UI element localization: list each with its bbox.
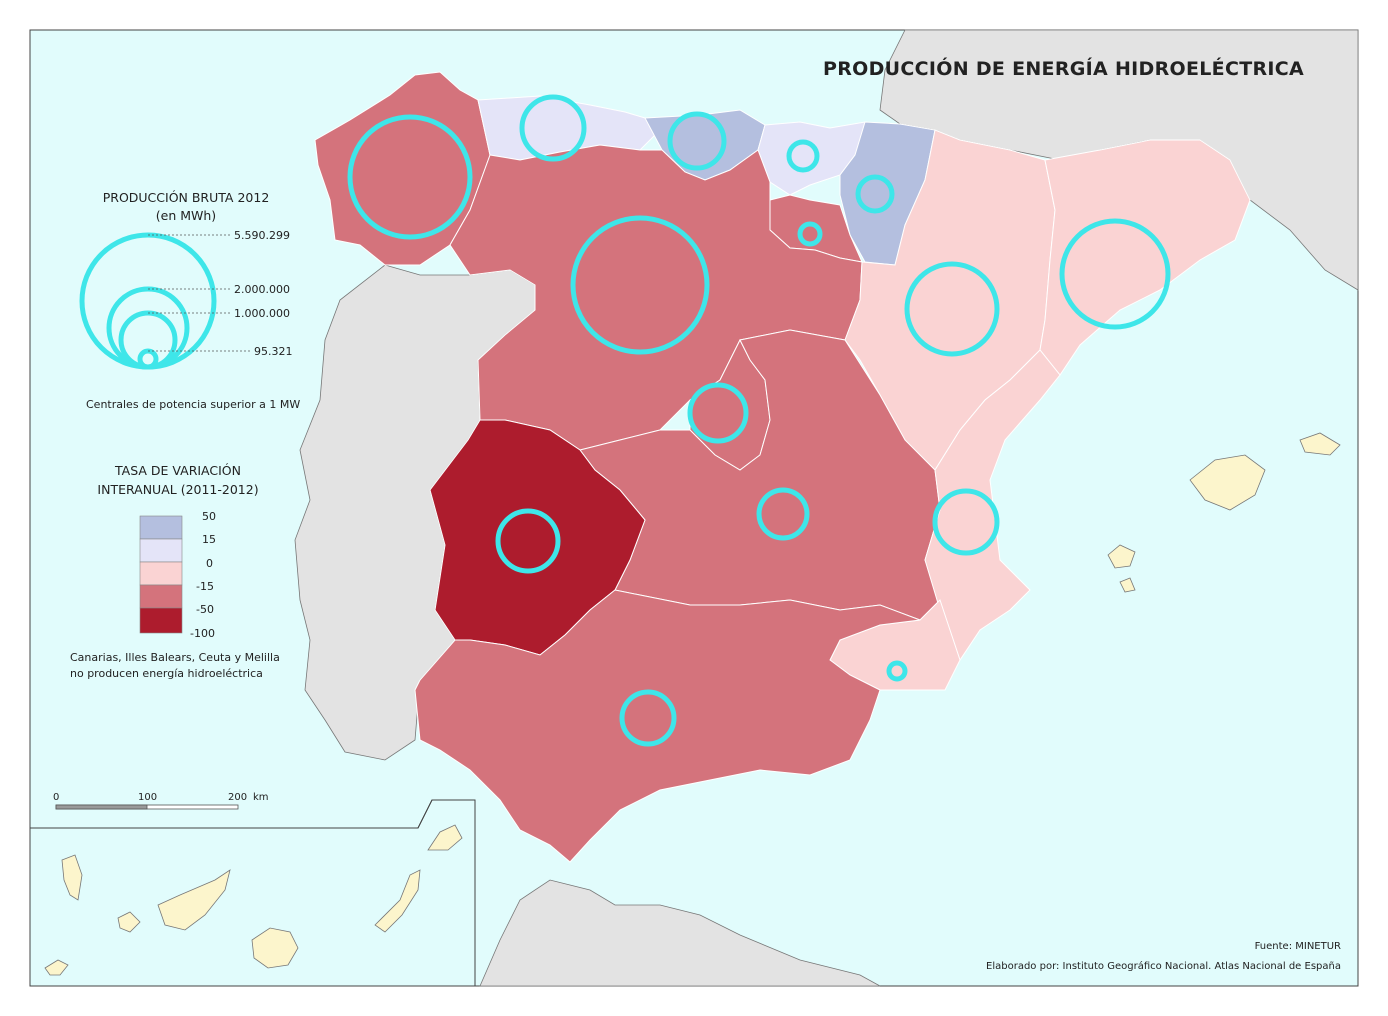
scale-label-200: 200: [228, 792, 247, 803]
credit-text: Elaborado por: Instituto Geográfico Naci…: [986, 960, 1341, 972]
circle-legend-value-4: 95.321: [254, 345, 293, 358]
island-tenerife: [157, 869, 231, 931]
circle-legend-leaders: [148, 234, 252, 352]
choropleth-legend-note-1: Canarias, Illes Balears, Ceuta y Melilla: [70, 651, 280, 664]
circle-legend-value-2: 2.000.000: [234, 283, 290, 296]
choropleth-legend-swatches: [139, 515, 183, 634]
circle-la-rioja: [797, 221, 823, 247]
legend-break-6: -100: [190, 627, 215, 640]
legend-break-4: -15: [196, 580, 214, 593]
circle-madrid: [687, 382, 749, 444]
swatch-15-50: [139, 515, 183, 540]
choropleth-legend-title-2: INTERANUAL (2011-2012): [97, 482, 258, 497]
island-la-gomera: [117, 911, 141, 933]
circle-extremadura: [495, 508, 561, 574]
swatch-neg50-neg15: [139, 584, 183, 609]
swatch-0-15: [139, 538, 183, 563]
production-circles: [347, 94, 1171, 747]
island-fuerteventura: [374, 869, 421, 933]
circle-pais-vasco: [786, 139, 820, 173]
legend-break-3: 0: [206, 557, 213, 570]
island-formentera: [1119, 577, 1136, 593]
legend-break-5: -50: [196, 603, 214, 616]
island-el-hierro: [44, 959, 69, 976]
circle-valencia: [932, 488, 1000, 556]
scale-label-100: 100: [138, 792, 157, 803]
island-mallorca: [1189, 454, 1266, 511]
circle-legend-unit: (en MWh): [156, 208, 216, 223]
source-text: Fuente: MINETUR: [1255, 941, 1341, 952]
legend-break-2: 15: [202, 533, 216, 546]
swatch-neg100-neg50: [139, 607, 183, 634]
circle-castilla-la-mancha: [756, 487, 810, 541]
island-lanzarote: [427, 824, 463, 851]
circle-legend-title: PRODUCCIÓN BRUTA 2012: [103, 190, 270, 205]
choropleth-legend-note-2: no producen energía hidroeléctrica: [70, 667, 263, 680]
circle-galicia: [347, 114, 473, 240]
island-ibiza: [1107, 544, 1136, 569]
circle-legend-value-3: 1.000.000: [234, 307, 290, 320]
morocco-land: [479, 879, 881, 987]
circle-andalucia: [619, 689, 677, 747]
circle-murcia: [886, 660, 908, 682]
circle-legend-value-1: 5.590.299: [234, 229, 290, 242]
choropleth-legend-title-1: TASA DE VARIACIÓN: [114, 463, 241, 478]
island-la-palma: [61, 854, 83, 901]
circle-asturias: [519, 94, 587, 162]
region-andalucia: [414, 589, 921, 863]
scale-bar: [55, 804, 239, 810]
island-menorca: [1299, 432, 1341, 456]
circle-legend-note: Centrales de potencia superior a 1 MW: [86, 398, 300, 411]
circle-cataluna: [1059, 218, 1171, 330]
canarias-inset-line: [30, 799, 476, 986]
circle-castilla-leon: [570, 215, 710, 355]
island-gran-canaria: [251, 927, 299, 969]
circle-aragon: [904, 261, 1000, 357]
swatch-neg15-0: [139, 561, 183, 586]
circle-navarra: [855, 174, 895, 214]
map-title: PRODUCCIÓN DE ENERGÍA HIDROELÉCTRICA: [823, 56, 1304, 80]
legend-break-1: 50: [202, 510, 216, 523]
circle-cantabria: [667, 111, 727, 171]
region-cataluna: [1039, 139, 1251, 376]
scale-unit: km: [253, 792, 269, 803]
scale-label-0: 0: [53, 792, 59, 803]
